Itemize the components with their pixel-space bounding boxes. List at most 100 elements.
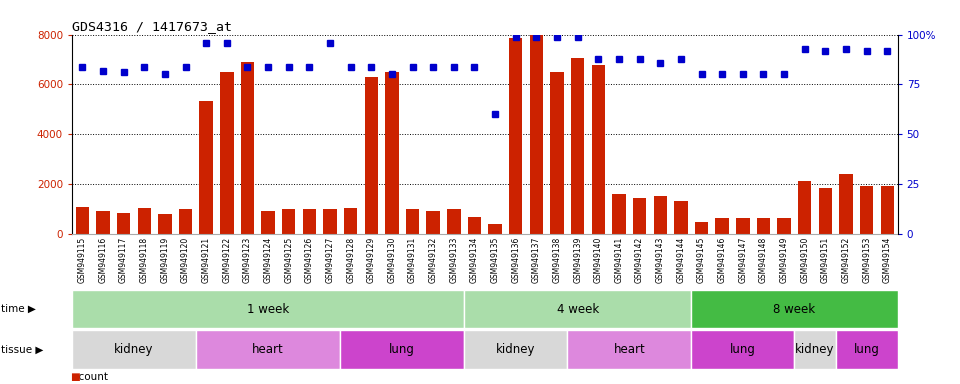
Bar [736, 218, 750, 234]
Bar [241, 62, 254, 234]
Text: GSM949138: GSM949138 [553, 237, 562, 283]
Text: GSM949140: GSM949140 [594, 237, 603, 283]
Bar [695, 222, 708, 234]
Text: GSM949115: GSM949115 [78, 237, 86, 283]
Text: lung: lung [390, 343, 415, 356]
Bar [468, 217, 481, 234]
Bar [340, 330, 465, 369]
Text: kidney: kidney [795, 343, 835, 356]
Text: GSM949131: GSM949131 [408, 237, 417, 283]
Bar [344, 208, 357, 234]
Text: GSM949124: GSM949124 [264, 237, 273, 283]
Bar [715, 218, 729, 234]
Text: 8 week: 8 week [774, 303, 815, 316]
Text: GSM949122: GSM949122 [223, 237, 231, 283]
Bar [406, 209, 420, 234]
Bar [778, 218, 791, 234]
Text: GSM949136: GSM949136 [512, 237, 520, 283]
Text: GSM949145: GSM949145 [697, 237, 706, 283]
Text: GSM949129: GSM949129 [367, 237, 375, 283]
Bar [324, 209, 337, 234]
Bar [835, 330, 898, 369]
Bar [550, 72, 564, 234]
Bar [137, 208, 151, 234]
Text: kidney: kidney [496, 343, 536, 356]
Bar [158, 214, 172, 234]
Bar [465, 330, 567, 369]
Bar [385, 72, 398, 234]
Bar [567, 330, 691, 369]
Bar [489, 224, 502, 234]
Text: GSM949154: GSM949154 [883, 237, 892, 283]
Text: GSM949151: GSM949151 [821, 237, 829, 283]
Text: GSM949116: GSM949116 [99, 237, 108, 283]
Text: GSM949144: GSM949144 [677, 237, 685, 283]
Text: ■: ■ [70, 372, 80, 382]
Bar [282, 209, 296, 234]
Bar [571, 58, 585, 234]
Bar [633, 198, 646, 234]
Bar [591, 65, 605, 234]
Text: GDS4316 / 1417673_at: GDS4316 / 1417673_at [72, 20, 232, 33]
Text: heart: heart [252, 343, 284, 356]
Bar [509, 38, 522, 234]
Text: GSM949118: GSM949118 [140, 237, 149, 283]
Text: GSM949133: GSM949133 [449, 237, 458, 283]
Text: GSM949128: GSM949128 [347, 237, 355, 283]
Text: lung: lung [730, 343, 756, 356]
Bar [654, 195, 667, 234]
Text: GSM949153: GSM949153 [862, 237, 871, 283]
Text: GSM949130: GSM949130 [388, 237, 396, 283]
Bar [612, 194, 626, 234]
Bar [365, 77, 378, 234]
Text: GSM949150: GSM949150 [801, 237, 809, 283]
Bar [302, 209, 316, 234]
Text: 4 week: 4 week [557, 303, 599, 316]
Text: GSM949148: GSM949148 [759, 237, 768, 283]
Bar [72, 290, 465, 328]
Text: GSM949120: GSM949120 [181, 237, 190, 283]
Text: GSM949141: GSM949141 [614, 237, 623, 283]
Text: GSM949147: GSM949147 [738, 237, 747, 283]
Bar [220, 72, 233, 234]
Text: GSM949135: GSM949135 [491, 237, 499, 283]
Bar [691, 330, 795, 369]
Bar [196, 330, 341, 369]
Bar [530, 33, 543, 234]
Text: GSM949123: GSM949123 [243, 237, 252, 283]
Bar [72, 330, 196, 369]
Bar [798, 180, 811, 234]
Text: GSM949125: GSM949125 [284, 237, 293, 283]
Bar [447, 209, 461, 234]
Bar [76, 207, 89, 234]
Text: count: count [72, 372, 108, 382]
Bar [179, 209, 192, 234]
Bar [96, 210, 109, 234]
Text: tissue ▶: tissue ▶ [1, 344, 43, 354]
Text: GSM949127: GSM949127 [325, 237, 334, 283]
Bar [261, 210, 275, 234]
Text: GSM949134: GSM949134 [470, 237, 479, 283]
Bar [691, 290, 898, 328]
Text: heart: heart [613, 343, 645, 356]
Bar [860, 185, 874, 234]
Bar [880, 185, 894, 234]
Bar [819, 188, 832, 234]
Text: 1 week: 1 week [247, 303, 289, 316]
Text: kidney: kidney [114, 343, 154, 356]
Bar [465, 290, 691, 328]
Text: lung: lung [853, 343, 879, 356]
Text: GSM949149: GSM949149 [780, 237, 788, 283]
Text: GSM949139: GSM949139 [573, 237, 582, 283]
Text: GSM949126: GSM949126 [305, 237, 314, 283]
Bar [839, 174, 852, 234]
Bar [117, 213, 131, 234]
Bar [426, 210, 440, 234]
Bar [795, 330, 835, 369]
Text: GSM949143: GSM949143 [656, 237, 664, 283]
Text: GSM949152: GSM949152 [842, 237, 851, 283]
Text: GSM949142: GSM949142 [636, 237, 644, 283]
Bar [674, 200, 687, 234]
Text: GSM949132: GSM949132 [429, 237, 438, 283]
Text: GSM949117: GSM949117 [119, 237, 128, 283]
